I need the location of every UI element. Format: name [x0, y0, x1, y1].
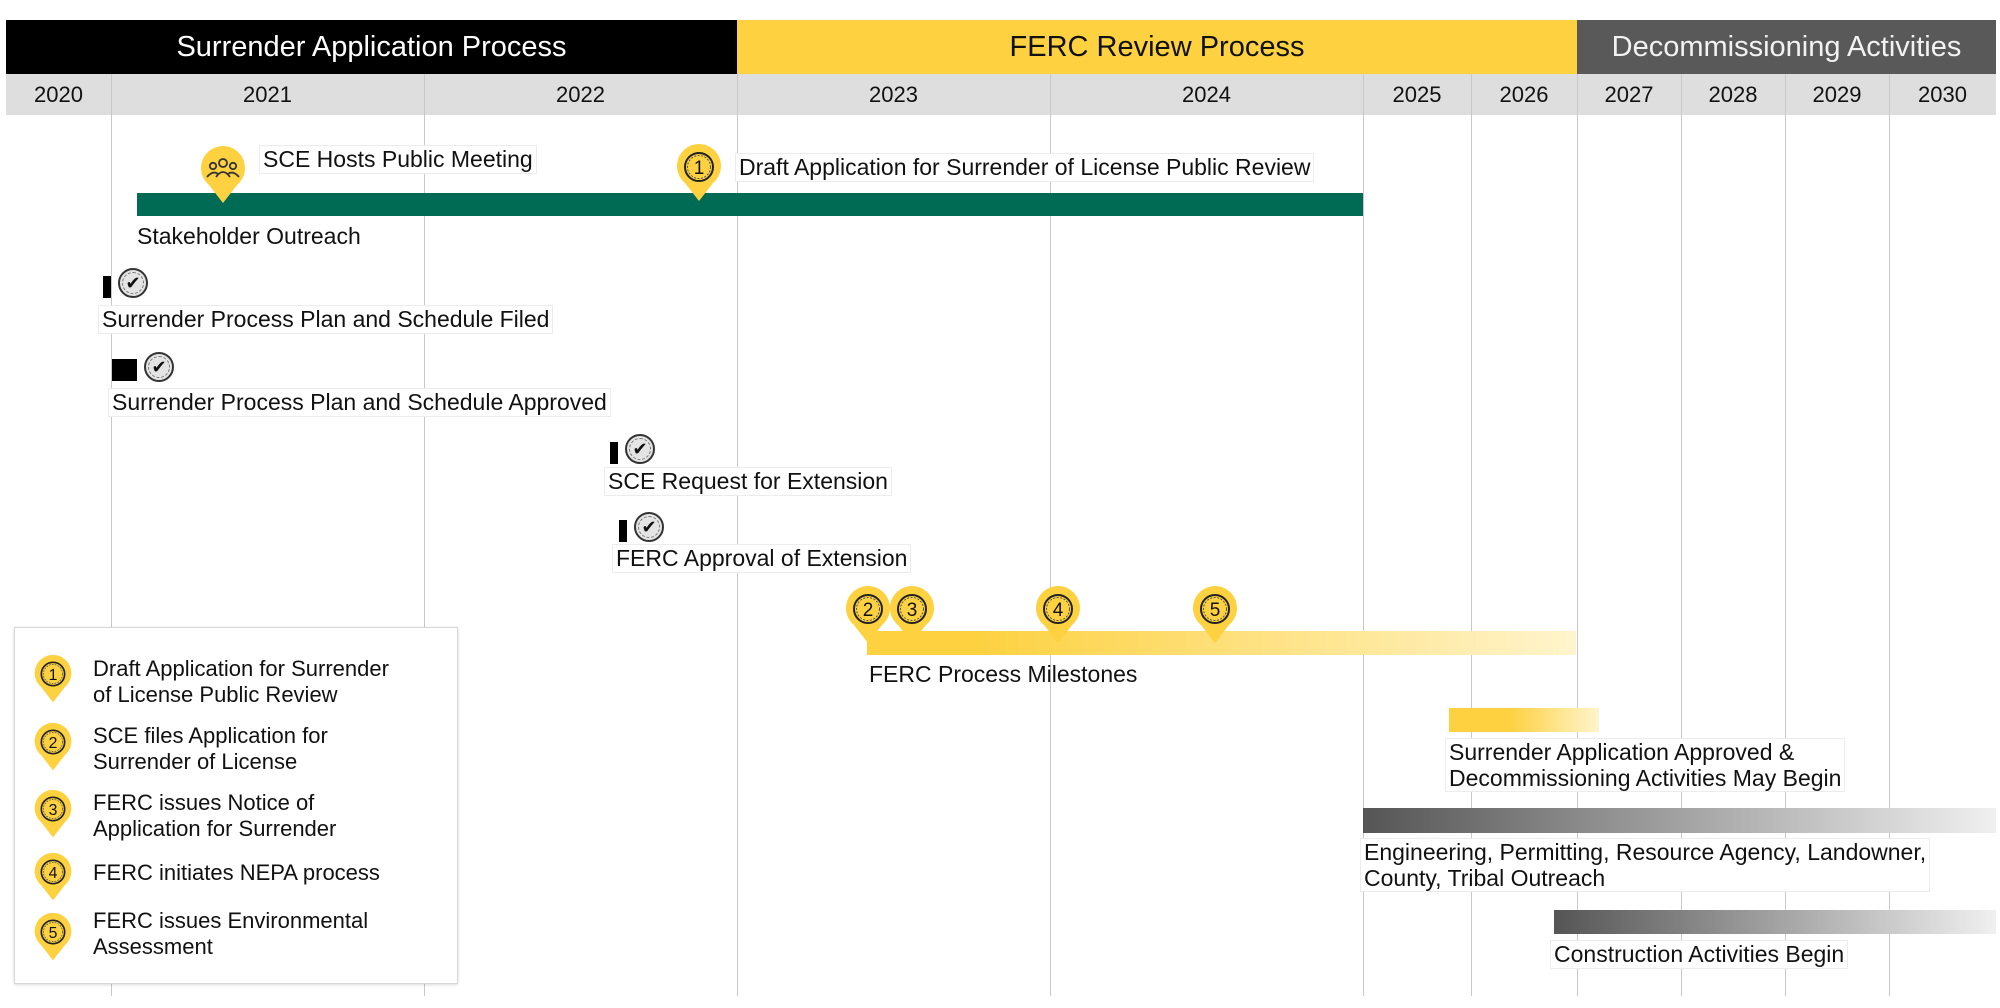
legend-number: 5 — [49, 925, 58, 942]
milestone-number: 1 — [694, 158, 705, 179]
plan-filed-marker — [103, 276, 111, 298]
stakeholder-outreach-label: Stakeholder Outreach — [137, 223, 361, 249]
phase-label: Decommissioning Activities — [1611, 30, 1962, 63]
legend-line: Draft Application for Surrender — [93, 656, 389, 681]
legend-line: FERC issues Environmental — [93, 908, 369, 933]
plan-filed-label: Surrender Process Plan and Schedule File… — [98, 305, 554, 334]
milestone-2-pin-icon: 2 — [34, 722, 72, 771]
milestone-4-pin-icon: 4 — [1036, 586, 1080, 643]
checkmark-seal-icon: ✔ — [625, 434, 655, 464]
public-meeting-label: SCE Hosts Public Meeting — [259, 145, 537, 174]
plan-approved-marker — [112, 359, 137, 381]
gridline — [1889, 74, 1890, 996]
surrender-approved-bar — [1449, 708, 1599, 732]
milestone-number: 5 — [1210, 600, 1221, 621]
label-line: County, Tribal Outreach — [1364, 865, 1606, 891]
legend-number: 1 — [49, 667, 58, 684]
year-row — [6, 74, 1996, 115]
ferc-milestones-label: FERC Process Milestones — [869, 661, 1138, 687]
milestone-number: 3 — [907, 600, 918, 621]
construction-label: Construction Activities Begin — [1550, 940, 1849, 969]
milestone-1-pin-icon: 1 — [34, 654, 72, 703]
milestone-number: 4 — [1053, 600, 1064, 621]
year-2023: 2023 — [869, 81, 918, 107]
milestone-3-pin-icon: 3 — [34, 789, 72, 838]
gridline — [1681, 74, 1682, 996]
stakeholder-outreach-bar — [137, 193, 1363, 216]
draft-review-label: Draft Application for Surrender of Licen… — [735, 153, 1315, 182]
legend-line: of License Public Review — [93, 682, 338, 707]
legend-item-5: FERC issues Environmental Assessment — [93, 908, 453, 960]
gridline — [737, 74, 738, 996]
legend-line: FERC issues Notice of — [93, 790, 315, 815]
milestone-3-pin-icon: 3 — [890, 586, 934, 643]
legend-line: SCE files Application for — [93, 723, 328, 748]
legend-number: 3 — [49, 802, 58, 819]
gridline — [1050, 74, 1051, 996]
checkmark-seal-icon: ✔ — [144, 352, 174, 382]
legend-line: FERC initiates NEPA process — [93, 860, 380, 885]
year-2030: 2030 — [1918, 81, 1967, 107]
extension-approval-label: FERC Approval of Extension — [612, 544, 912, 573]
milestone-1-pin-icon: 1 — [677, 144, 721, 201]
gridline — [1785, 74, 1786, 996]
milestone-5-pin-icon: 5 — [1193, 586, 1237, 643]
legend-item-4: FERC initiates NEPA process — [93, 860, 453, 886]
legend-item-1: Draft Application for Surrender of Licen… — [93, 656, 453, 708]
label-line: Surrender Application Approved & — [1449, 739, 1795, 765]
gridline — [1363, 74, 1364, 996]
phase-label: FERC Review Process — [1009, 30, 1305, 63]
milestone-4-pin-icon: 4 — [34, 852, 72, 901]
construction-bar — [1554, 910, 1996, 934]
gridline — [424, 74, 425, 996]
year-2022: 2022 — [556, 81, 605, 107]
milestone-2-pin-icon: 2 — [846, 586, 890, 643]
checkmark-seal-icon: ✔ — [118, 268, 148, 298]
year-2025: 2025 — [1392, 81, 1442, 107]
phase-decommissioning: Decommissioning Activities — [1577, 20, 1996, 74]
extension-request-label: SCE Request for Extension — [604, 467, 892, 496]
milestone-5-pin-icon: 5 — [34, 912, 72, 961]
engineering-outreach-label: Engineering, Permitting, Resource Agency… — [1360, 838, 1931, 892]
year-2026: 2026 — [1499, 81, 1549, 107]
checkmark-seal-icon: ✔ — [634, 512, 664, 542]
extension-request-marker — [610, 442, 618, 464]
year-2024: 2024 — [1182, 81, 1231, 107]
year-2020: 2020 — [34, 81, 83, 107]
phase-surrender-application: Surrender Application Process — [6, 20, 737, 74]
year-2029: 2029 — [1812, 81, 1862, 107]
legend-line: Application for Surrender — [93, 816, 337, 841]
engineering-outreach-bar — [1363, 808, 1996, 833]
label-line: Decommissioning Activities May Begin — [1449, 765, 1842, 791]
legend-number: 2 — [49, 735, 58, 752]
gridline — [111, 74, 112, 996]
legend-number: 4 — [49, 865, 58, 882]
gridline — [1577, 74, 1578, 996]
year-2027: 2027 — [1604, 81, 1654, 107]
ferc-milestones-bar — [867, 631, 1576, 655]
legend: 1 Draft Application for Surrender of Lic… — [14, 627, 458, 984]
phase-ferc-review: FERC Review Process — [737, 20, 1577, 74]
people-group-icon — [201, 146, 245, 203]
year-2028: 2028 — [1708, 81, 1758, 107]
legend-line: Assessment — [93, 934, 213, 959]
extension-approval-marker — [619, 520, 627, 542]
gridline — [1471, 74, 1472, 996]
year-2021: 2021 — [243, 81, 292, 107]
plan-approved-label: Surrender Process Plan and Schedule Appr… — [108, 388, 611, 417]
legend-line: Surrender of License — [93, 749, 298, 774]
legend-item-3: FERC issues Notice of Application for Su… — [93, 790, 453, 842]
legend-item-2: SCE files Application for Surrender of L… — [93, 723, 453, 775]
phase-label: Surrender Application Process — [176, 30, 567, 63]
milestone-number: 2 — [863, 600, 874, 621]
surrender-approved-label: Surrender Application Approved & Decommi… — [1445, 738, 1846, 792]
label-line: Engineering, Permitting, Resource Agency… — [1364, 839, 1927, 865]
